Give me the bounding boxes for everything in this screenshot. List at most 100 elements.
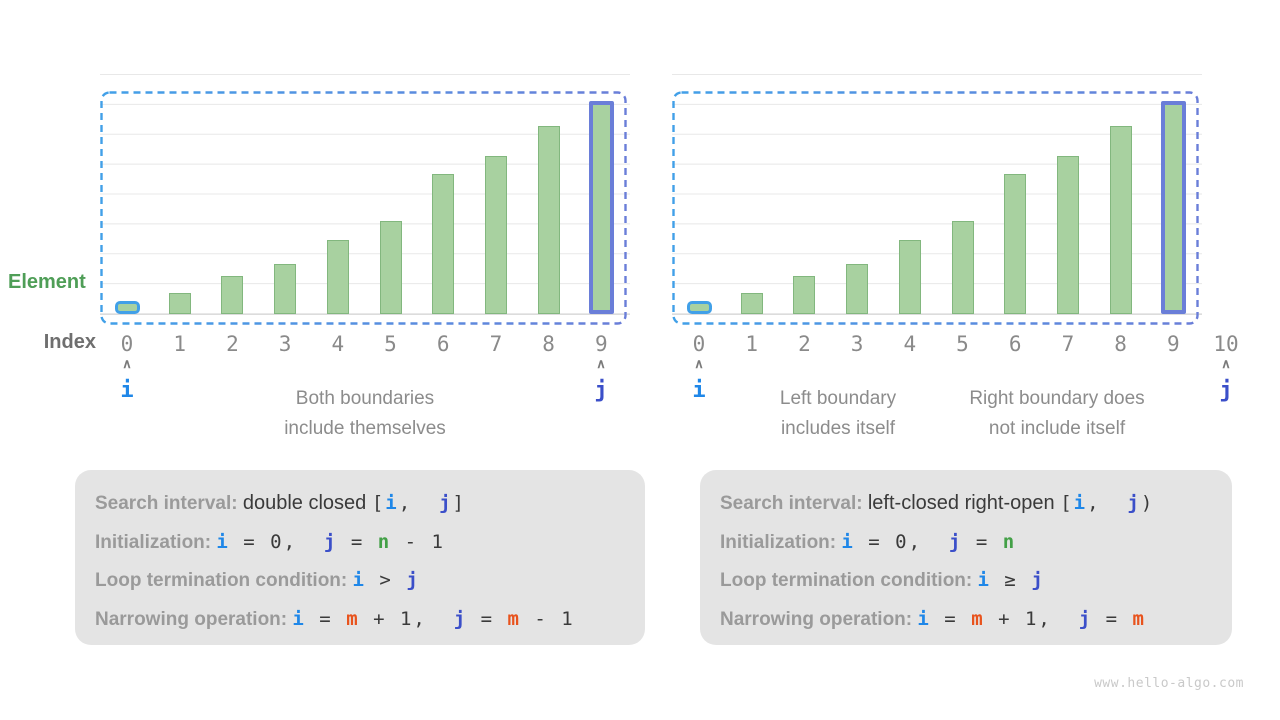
element-bar-j-highlight	[1160, 101, 1186, 314]
element-bar-j-highlight	[588, 101, 614, 314]
box-text: ]	[452, 492, 466, 514]
box-text: - 1	[520, 607, 575, 630]
caret-up-icon: ∧	[1221, 356, 1231, 371]
box-text: =	[305, 607, 347, 630]
element-bar	[793, 276, 816, 314]
initialization-line: Initialization: i = 0, j = n	[720, 524, 1232, 563]
code-token-n: n	[1002, 530, 1017, 553]
box-text: Loop termination condition	[95, 570, 341, 591]
element-bar	[326, 240, 349, 314]
caret-up-icon: ∧	[694, 356, 704, 371]
box-text: =	[337, 530, 378, 553]
code-token-m: m	[1132, 607, 1146, 630]
code-token-j: j	[1127, 492, 1141, 514]
code-token-j: j	[1078, 607, 1093, 630]
index-value-6: 6	[436, 332, 450, 356]
box-text: :	[905, 608, 918, 630]
box-text: left-closed right-open	[867, 492, 1061, 514]
box-text: - 1	[391, 530, 445, 553]
index-value-1: 1	[173, 332, 187, 356]
box-text: Narrowing operation	[95, 608, 281, 630]
code-token-m: m	[346, 607, 360, 630]
index-value-4: 4	[903, 332, 917, 356]
element-bar	[898, 240, 921, 314]
code-token-m: m	[507, 607, 521, 630]
box-text: :	[280, 608, 293, 630]
index-value-7: 7	[489, 332, 503, 356]
box-text: ,	[1087, 492, 1128, 514]
box-text: Loop termination condition	[720, 570, 966, 591]
box-text: ,	[398, 492, 440, 514]
box-text: + 1,	[984, 607, 1079, 630]
box-text: :	[340, 570, 353, 591]
element-bar	[484, 156, 507, 314]
index-value-9: 9	[1166, 332, 1180, 356]
index-value-0: 0	[120, 332, 134, 356]
caret-up-icon: ∧	[122, 356, 132, 371]
box-text: double closed	[242, 492, 372, 514]
box-text: :	[231, 493, 243, 514]
code-token-n: n	[377, 530, 392, 553]
caret-up-icon: ∧	[596, 356, 606, 371]
dashed-range-box	[100, 91, 627, 325]
pointer-i-label: i	[692, 378, 706, 403]
index-value-3: 3	[850, 332, 864, 356]
pointer-i-label: i	[120, 378, 134, 403]
element-bar	[1004, 174, 1027, 314]
code-token-j: j	[406, 569, 420, 591]
box-text: =	[930, 607, 972, 630]
pointer-j-label: j	[594, 378, 608, 403]
code-token-j: j	[453, 607, 468, 630]
pointer-j-label: j	[1219, 378, 1233, 403]
element-bar	[740, 293, 763, 314]
code-token-j: j	[948, 530, 963, 553]
element-bar	[432, 174, 455, 314]
code-token-i: i	[385, 492, 399, 514]
index-value-2: 2	[226, 332, 239, 356]
element-bar	[274, 264, 297, 314]
bars-layer	[672, 74, 1202, 314]
index-value-5: 5	[956, 332, 969, 356]
box-text: =	[962, 530, 1003, 553]
element-axis-label: Element	[8, 271, 86, 293]
index-value-2: 2	[798, 332, 811, 356]
element-bar	[951, 221, 974, 314]
box-text: Narrowing operation	[720, 608, 906, 630]
code-token-i: i	[216, 530, 230, 553]
loop-termination-line: Loop termination condition: i ≥ j	[720, 562, 1232, 601]
code-token-i: i	[841, 530, 855, 553]
narrowing-operation-line: Narrowing operation: i = m + 1, j = m - …	[95, 601, 645, 640]
search-interval-line: Search interval: left-closed right-open …	[720, 485, 1232, 524]
element-bar-i-highlight	[686, 301, 712, 314]
watermark: www.hello-algo.com	[1094, 676, 1244, 691]
info-box-left-closed-right-open: Search interval: left-closed right-open …	[700, 470, 1232, 645]
element-bar	[846, 264, 869, 314]
element-bar	[379, 221, 402, 314]
box-text: + 1,	[359, 607, 454, 630]
loop-termination-line: Loop termination condition: i > j	[95, 562, 645, 601]
index-value-8: 8	[1114, 332, 1127, 356]
index-value-9: 9	[594, 332, 608, 356]
code-token-i: i	[352, 569, 366, 591]
index-value-1: 1	[745, 332, 759, 356]
element-bar	[1056, 156, 1079, 314]
box-text: :	[965, 570, 978, 591]
index-value-8: 8	[542, 332, 555, 356]
box-text: =	[1092, 607, 1133, 630]
array-panel-left-closed-right-open: 0 1 2 3 4 5 6 7 8 9 10	[672, 74, 1239, 356]
code-token-i: i	[292, 607, 306, 630]
code-token-j: j	[439, 492, 453, 514]
code-token-j: j	[1031, 569, 1045, 591]
box-text: :	[829, 531, 842, 553]
index-row: 0 1 2 3 4 5 6 7 8 9	[100, 332, 630, 358]
box-text: :	[856, 493, 868, 514]
info-box-double-closed: Search interval: double closed [i, j] In…	[75, 470, 645, 645]
search-interval-line: Search interval: double closed [i, j]	[95, 485, 645, 524]
index-value-0: 0	[692, 332, 706, 356]
bars-layer	[100, 74, 630, 314]
box-text: = 0,	[854, 530, 949, 553]
element-bar	[537, 126, 560, 314]
box-text: Search interval	[720, 493, 857, 514]
index-value-5: 5	[384, 332, 397, 356]
box-text: [	[371, 492, 386, 514]
